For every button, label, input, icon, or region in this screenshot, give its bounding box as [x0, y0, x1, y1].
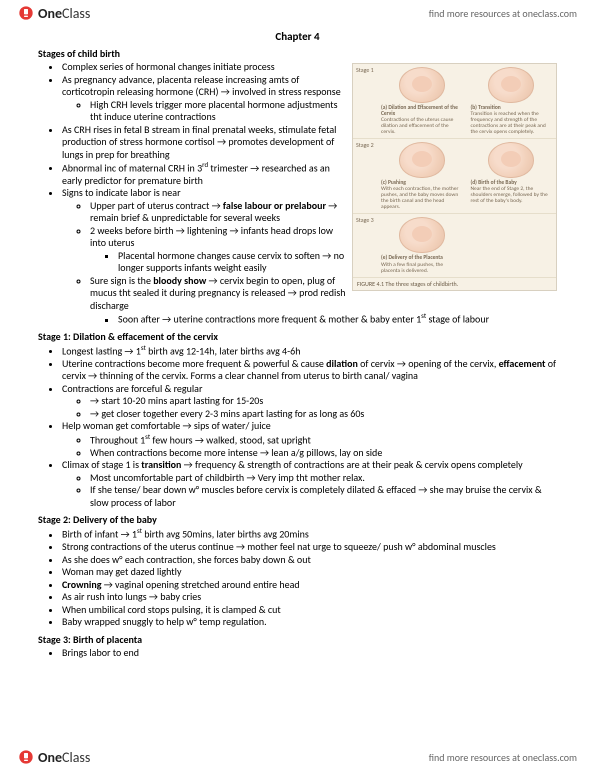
stage2-title: Stage 2: Delivery of the baby: [38, 513, 557, 526]
fig-stage3-label: Stage 3: [353, 214, 377, 276]
fetus-icon: [488, 142, 534, 178]
list-item: Contractions are forceful & regular → st…: [62, 383, 557, 421]
figure-caption: FIGURE 4.1 The three stages of childbirt…: [353, 278, 556, 290]
fig-stage1-label: Stage 1: [353, 64, 377, 138]
fetus-icon: [399, 67, 445, 103]
brand-text: OneClass: [38, 5, 90, 22]
list-item: Help woman get comfortable → sips of wat…: [62, 420, 557, 459]
fetus-icon: [399, 142, 445, 178]
list-item: Climax of stage 1 is transition → freque…: [62, 459, 557, 509]
fetus-icon: [399, 217, 445, 253]
brand-logo: OneClass: [18, 5, 90, 22]
brand-text: OneClass: [38, 749, 90, 766]
logo-icon: [18, 749, 34, 765]
stage1-list: Longest lasting → 1st birth avg 12-14h, …: [38, 344, 557, 509]
header-bar: OneClass find more resources at oneclass…: [0, 0, 595, 26]
list-item: Birth of infant → 1st birth avg 50mins, …: [62, 527, 557, 541]
fig-stage2-label: Stage 2: [353, 139, 377, 213]
section-stages-title: Stages of child birth: [38, 47, 557, 60]
list-item: Longest lasting → 1st birth avg 12-14h, …: [62, 344, 557, 358]
stage3-title: Stage 3: Birth of placenta: [38, 633, 557, 646]
resources-link[interactable]: find more resources at oneclass.com: [429, 7, 577, 20]
resources-link[interactable]: find more resources at oneclass.com: [429, 751, 577, 764]
list-item: Brings labor to end: [62, 647, 557, 660]
list-item: Baby wrapped snuggly to help w° temp reg…: [62, 616, 557, 629]
list-item: Strong contractions of the uterus contin…: [62, 541, 557, 554]
logo-icon: [18, 5, 34, 21]
fetus-icon: [488, 67, 534, 103]
list-item: Uterine contractions become more frequen…: [62, 358, 557, 383]
list-item: Soon after → uterine contractions more f…: [118, 312, 557, 326]
stage1-title: Stage 1: Dilation & effacement of the ce…: [38, 330, 557, 343]
page-content: Chapter 4 Stages of child birth Stage 1 …: [0, 26, 595, 685]
list-item: As air rush into lungs → baby cries: [62, 591, 557, 604]
brand-logo: OneClass: [18, 749, 90, 766]
stage3-list: Brings labor to end: [38, 647, 557, 660]
footer-bar: OneClass find more resources at oneclass…: [0, 744, 595, 770]
list-item: Throughout 1st few hours → walked, stood…: [90, 433, 557, 447]
stage2-list: Birth of infant → 1st birth avg 50mins, …: [38, 527, 557, 628]
chapter-title: Chapter 4: [38, 30, 557, 43]
list-item: If she tense/ bear down w° muscles befor…: [90, 484, 557, 509]
figure-childbirth-stages: Stage 1 (a) Dilation and Effacement of t…: [352, 63, 557, 291]
